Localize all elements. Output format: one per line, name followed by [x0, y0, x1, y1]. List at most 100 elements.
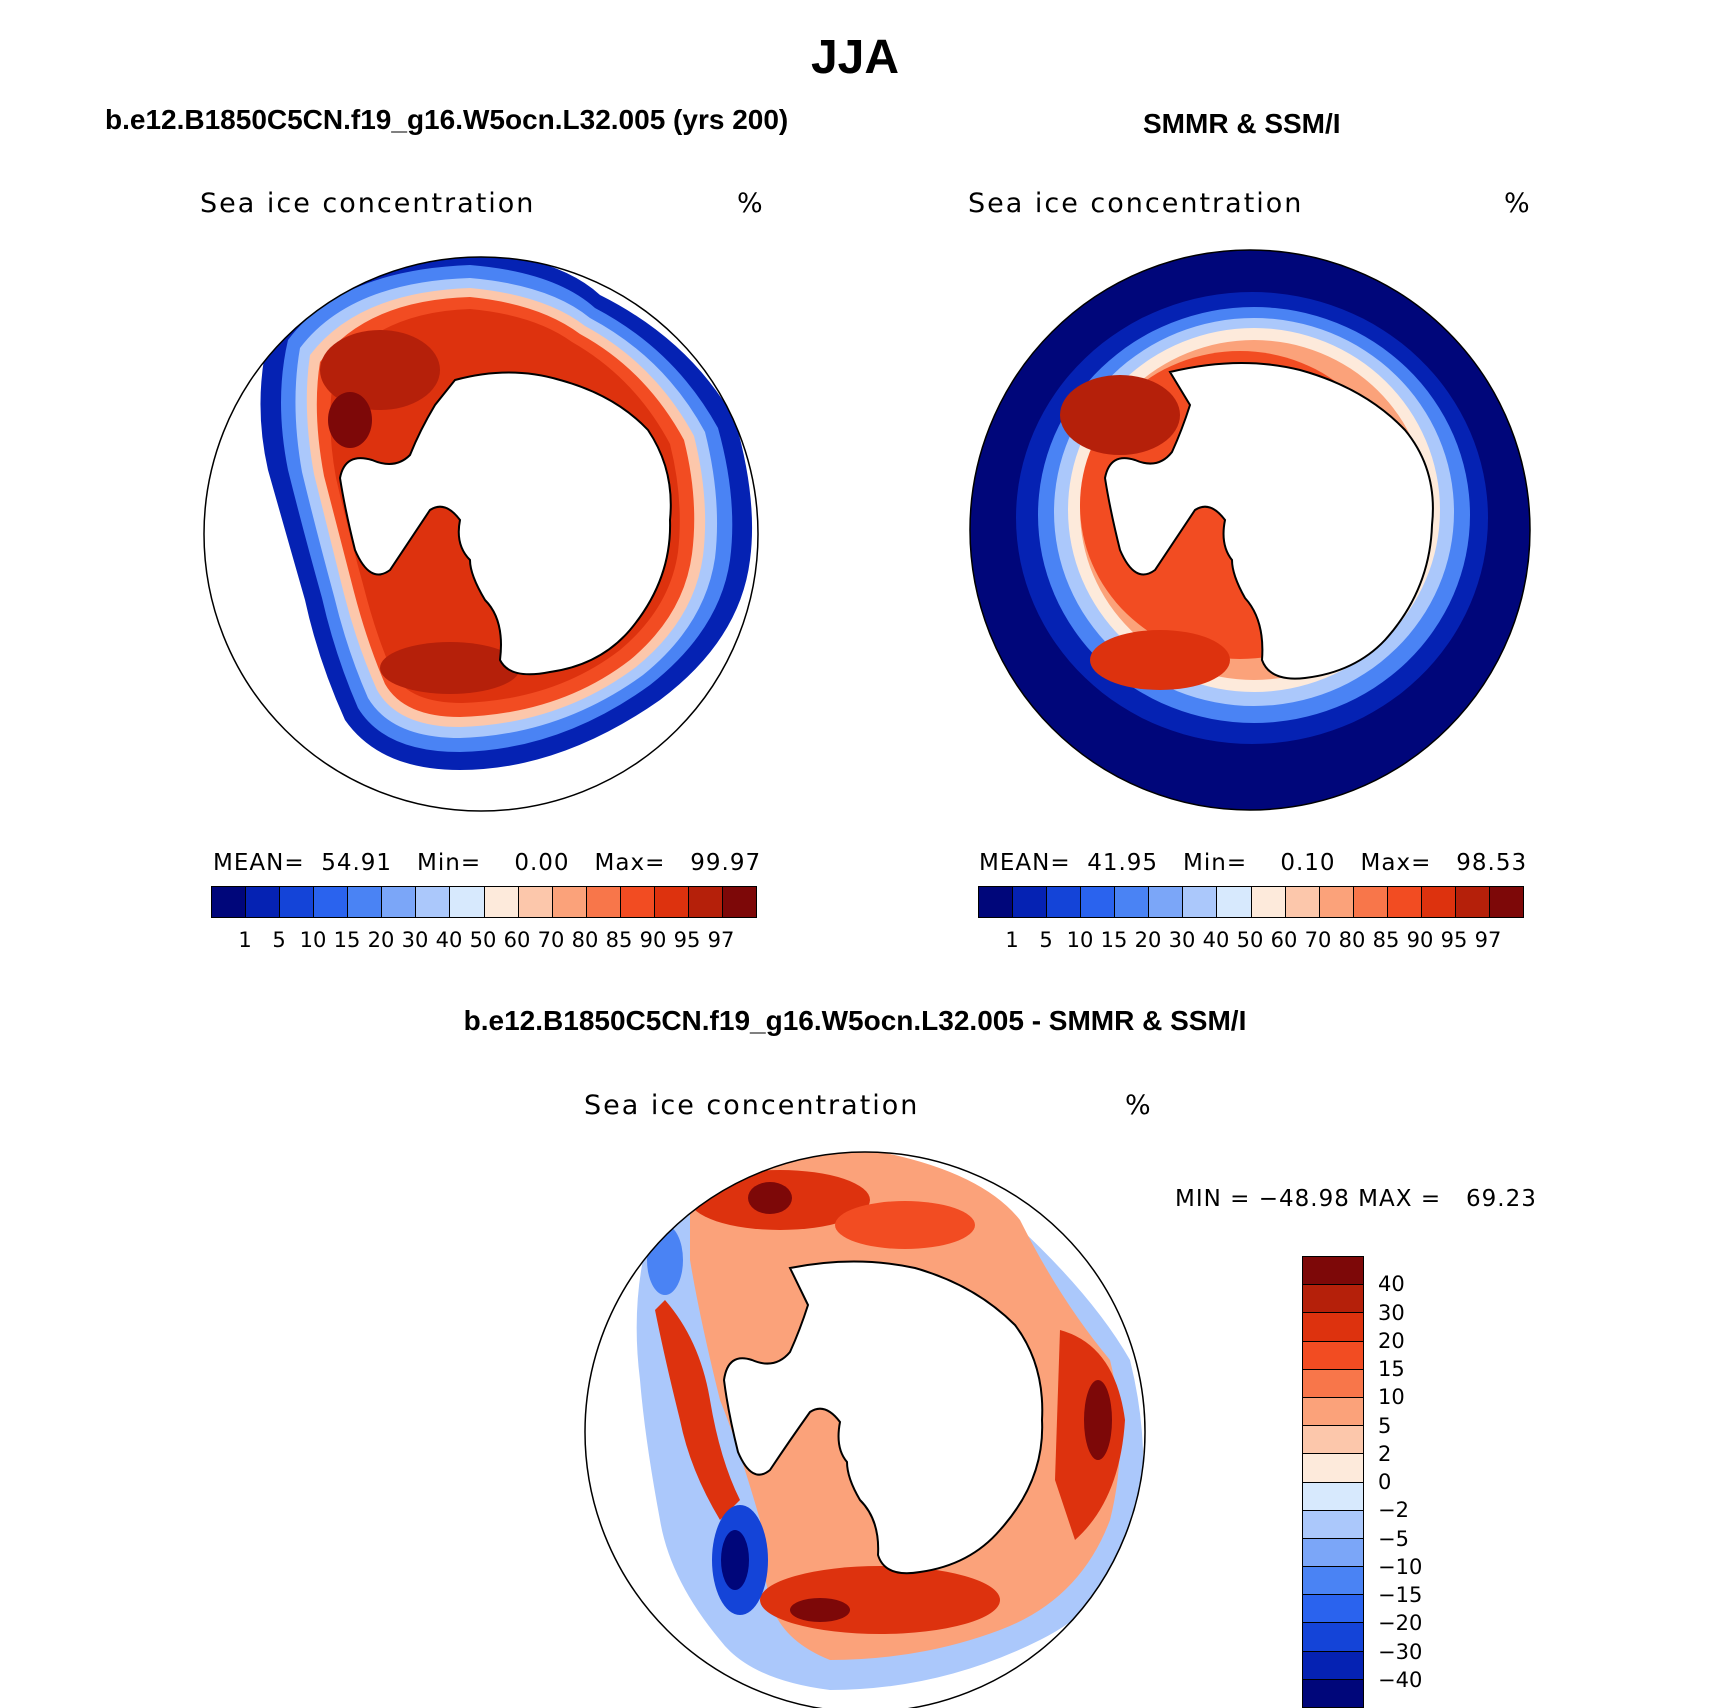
- panel2-colorbar-swatch: [1115, 887, 1150, 917]
- panel3-colorbar-swatch: [1303, 1257, 1363, 1286]
- panel2-title: SMMR & SSM/I: [1143, 108, 1341, 139]
- panel1-colorbar-swatch: [654, 887, 689, 917]
- panel1-units: %: [737, 188, 765, 219]
- panel1-colorbar-swatch: [450, 887, 485, 917]
- panel2-mean-label: MEAN=: [979, 850, 1071, 876]
- panel2-colorbar-swatch: [1047, 887, 1082, 917]
- panel2-colorbar-swatch: [1013, 887, 1048, 917]
- panel3-colorbar-swatch: [1303, 1679, 1363, 1707]
- panel1-colorbar-tick-label: 97: [707, 928, 735, 952]
- panel1-min-value: 0.00: [514, 850, 570, 876]
- panel2-colorbar-tick-label: 90: [1406, 928, 1434, 952]
- panel1-colorbar-tick-label: 85: [605, 928, 633, 952]
- panel2-colorbar-swatch: [1149, 887, 1184, 917]
- panel2-colorbar-tick-label: 95: [1440, 928, 1468, 952]
- panel2-colorbar-tick-label: 70: [1304, 928, 1332, 952]
- panel3-colorbar-tick-label: −20: [1378, 1611, 1423, 1636]
- panel3-colorbar-swatch: [1303, 1341, 1363, 1370]
- panel3-colorbar-swatch: [1303, 1510, 1363, 1539]
- panel3-colorbar-swatch: [1303, 1482, 1363, 1511]
- panel1-colorbar-tick-label: 50: [469, 928, 497, 952]
- panel3-units: %: [1125, 1090, 1153, 1121]
- panel3-max-value: 69.23: [1466, 1186, 1537, 1212]
- panel3-colorbar-tick-label: 10: [1378, 1385, 1405, 1410]
- panel2-max-value: 98.53: [1456, 850, 1528, 876]
- panel2-colorbar-swatch: [1285, 887, 1320, 917]
- panel3-colorbar-swatch: [1303, 1595, 1363, 1624]
- panel1-colorbar-tick-label: 60: [503, 928, 531, 952]
- panel3-colorbar-tick-label: −10: [1378, 1554, 1423, 1579]
- panel2-colorbar-tick-label: 5: [1039, 928, 1053, 952]
- panel2-colorbar-tick-label: 20: [1134, 928, 1162, 952]
- panel3-colorbar-tick-label: 15: [1378, 1357, 1405, 1381]
- panel3-colorbar-tick-label: −5: [1378, 1526, 1409, 1551]
- panel1-mean-value: 54.91: [321, 850, 393, 876]
- panel1-colorbar-swatch: [552, 887, 587, 917]
- panel3-colorbar-tick-label: 20: [1378, 1328, 1405, 1353]
- panel1-colorbar-tick-label: 20: [367, 928, 395, 952]
- panel2-units: %: [1504, 188, 1532, 219]
- panel2-max-label: Max=: [1360, 850, 1432, 876]
- panel1-colorbar-swatch: [620, 887, 655, 917]
- panel3-colorbar-swatch: [1303, 1426, 1363, 1455]
- panel2-colorbar-swatch: [1387, 887, 1422, 917]
- panel2-min-value: 0.10: [1280, 850, 1336, 876]
- panel3-variable-label: Sea ice concentration: [584, 1090, 920, 1121]
- panel2-colorbar-tick-label: 50: [1236, 928, 1264, 952]
- panel3-colorbar-swatch: [1303, 1313, 1363, 1342]
- panel1-min-label: Min=: [417, 850, 482, 876]
- panel1-colorbar-swatch: [348, 887, 383, 917]
- panel2-colorbar: [978, 886, 1524, 918]
- panel3-colorbar-tick-label: 30: [1378, 1300, 1405, 1325]
- panel3-colorbar-swatch: [1303, 1538, 1363, 1568]
- panel3-colorbar-tick-label: 40: [1378, 1272, 1405, 1297]
- panel3-colorbar-swatch: [1303, 1285, 1363, 1314]
- panel3-colorbar-tick-label: −40: [1378, 1667, 1423, 1692]
- panel1-colorbar-tick-label: 15: [333, 928, 361, 952]
- panel1-variable-label: Sea ice concentration: [200, 188, 536, 219]
- panel1-colorbar-swatch: [722, 887, 756, 917]
- panel3-colorbar-swatch: [1303, 1651, 1363, 1680]
- panel2-colorbar-tick-label: 80: [1338, 928, 1366, 952]
- panel2-stats: MEAN= 41.95 Min= 0.10 Max= 98.53: [979, 850, 1527, 876]
- panel1-max-value: 99.97: [690, 850, 762, 876]
- panel1-colorbar-tick-label: 10: [299, 928, 327, 952]
- panel2-colorbar-swatch: [1421, 887, 1456, 917]
- panel3-colorbar-tick-label: 2: [1378, 1441, 1392, 1466]
- panel2-colorbar-tick-label: 60: [1270, 928, 1298, 952]
- panel2-colorbar-tick-label: 40: [1202, 928, 1230, 952]
- panel1-colorbar-swatch: [484, 887, 519, 917]
- panel2-colorbar-swatch: [979, 887, 1014, 917]
- panel3-max-label: MAX =: [1358, 1186, 1442, 1212]
- panel1-colorbar-swatch: [382, 887, 417, 917]
- panel3-colorbar-ticks: 40 30 20 15 10 5 2 0 −2 −5 −10 −15 −20 −30 −40: [1378, 1256, 1458, 1708]
- panel1-colorbar-tick-label: 80: [571, 928, 599, 952]
- panel1-colorbar-swatch: [688, 887, 723, 917]
- panel3-colorbar-tick-label: 5: [1378, 1413, 1392, 1438]
- panel1-colorbar-swatch: [518, 887, 553, 917]
- panel1-colorbar-swatch: [246, 887, 281, 917]
- panel3-colorbar: [1302, 1256, 1364, 1708]
- panel2-colorbar-swatch: [1455, 887, 1490, 917]
- panel2-colorbar-tick-label: 85: [1372, 928, 1400, 952]
- panel1-colorbar-ticks: 1 5 10 15 20 30 40 50 60 70 80 85 90 95 97: [211, 928, 755, 956]
- panel2-colorbar-tick-label: 1: [1005, 928, 1019, 952]
- panel2-colorbar-tick-label: 30: [1168, 928, 1196, 952]
- panel3-colorbar-tick-label: −15: [1378, 1583, 1423, 1607]
- panel3-colorbar-tick-label: −30: [1378, 1639, 1423, 1664]
- panel2-colorbar-swatch: [1489, 887, 1523, 917]
- panel1-colorbar-swatch: [280, 887, 315, 917]
- panel1-colorbar-swatch: [586, 887, 621, 917]
- panel1-colorbar-swatch: [314, 887, 349, 917]
- panel2-colorbar-ticks: 1 5 10 15 20 30 40 50 60 70 80 85 90 95 97: [978, 928, 1522, 956]
- panel3-colorbar-swatch: [1303, 1397, 1363, 1427]
- panel1-stats: MEAN= 54.91 Min= 0.00 Max= 99.97: [213, 850, 761, 876]
- panel2-mean-value: 41.95: [1087, 850, 1159, 876]
- panel2-colorbar-swatch: [1183, 887, 1218, 917]
- panel1-colorbar-tick-label: 5: [272, 928, 286, 952]
- panel3-title: b.e12.B1850C5CN.f19_g16.W5ocn.L32.005 - …: [463, 1005, 1247, 1036]
- panel1-mean-label: MEAN=: [213, 850, 305, 876]
- panel1-colorbar-tick-label: 95: [673, 928, 701, 952]
- panel2-colorbar-tick-label: 10: [1066, 928, 1094, 952]
- panel2-colorbar-swatch: [1251, 887, 1286, 917]
